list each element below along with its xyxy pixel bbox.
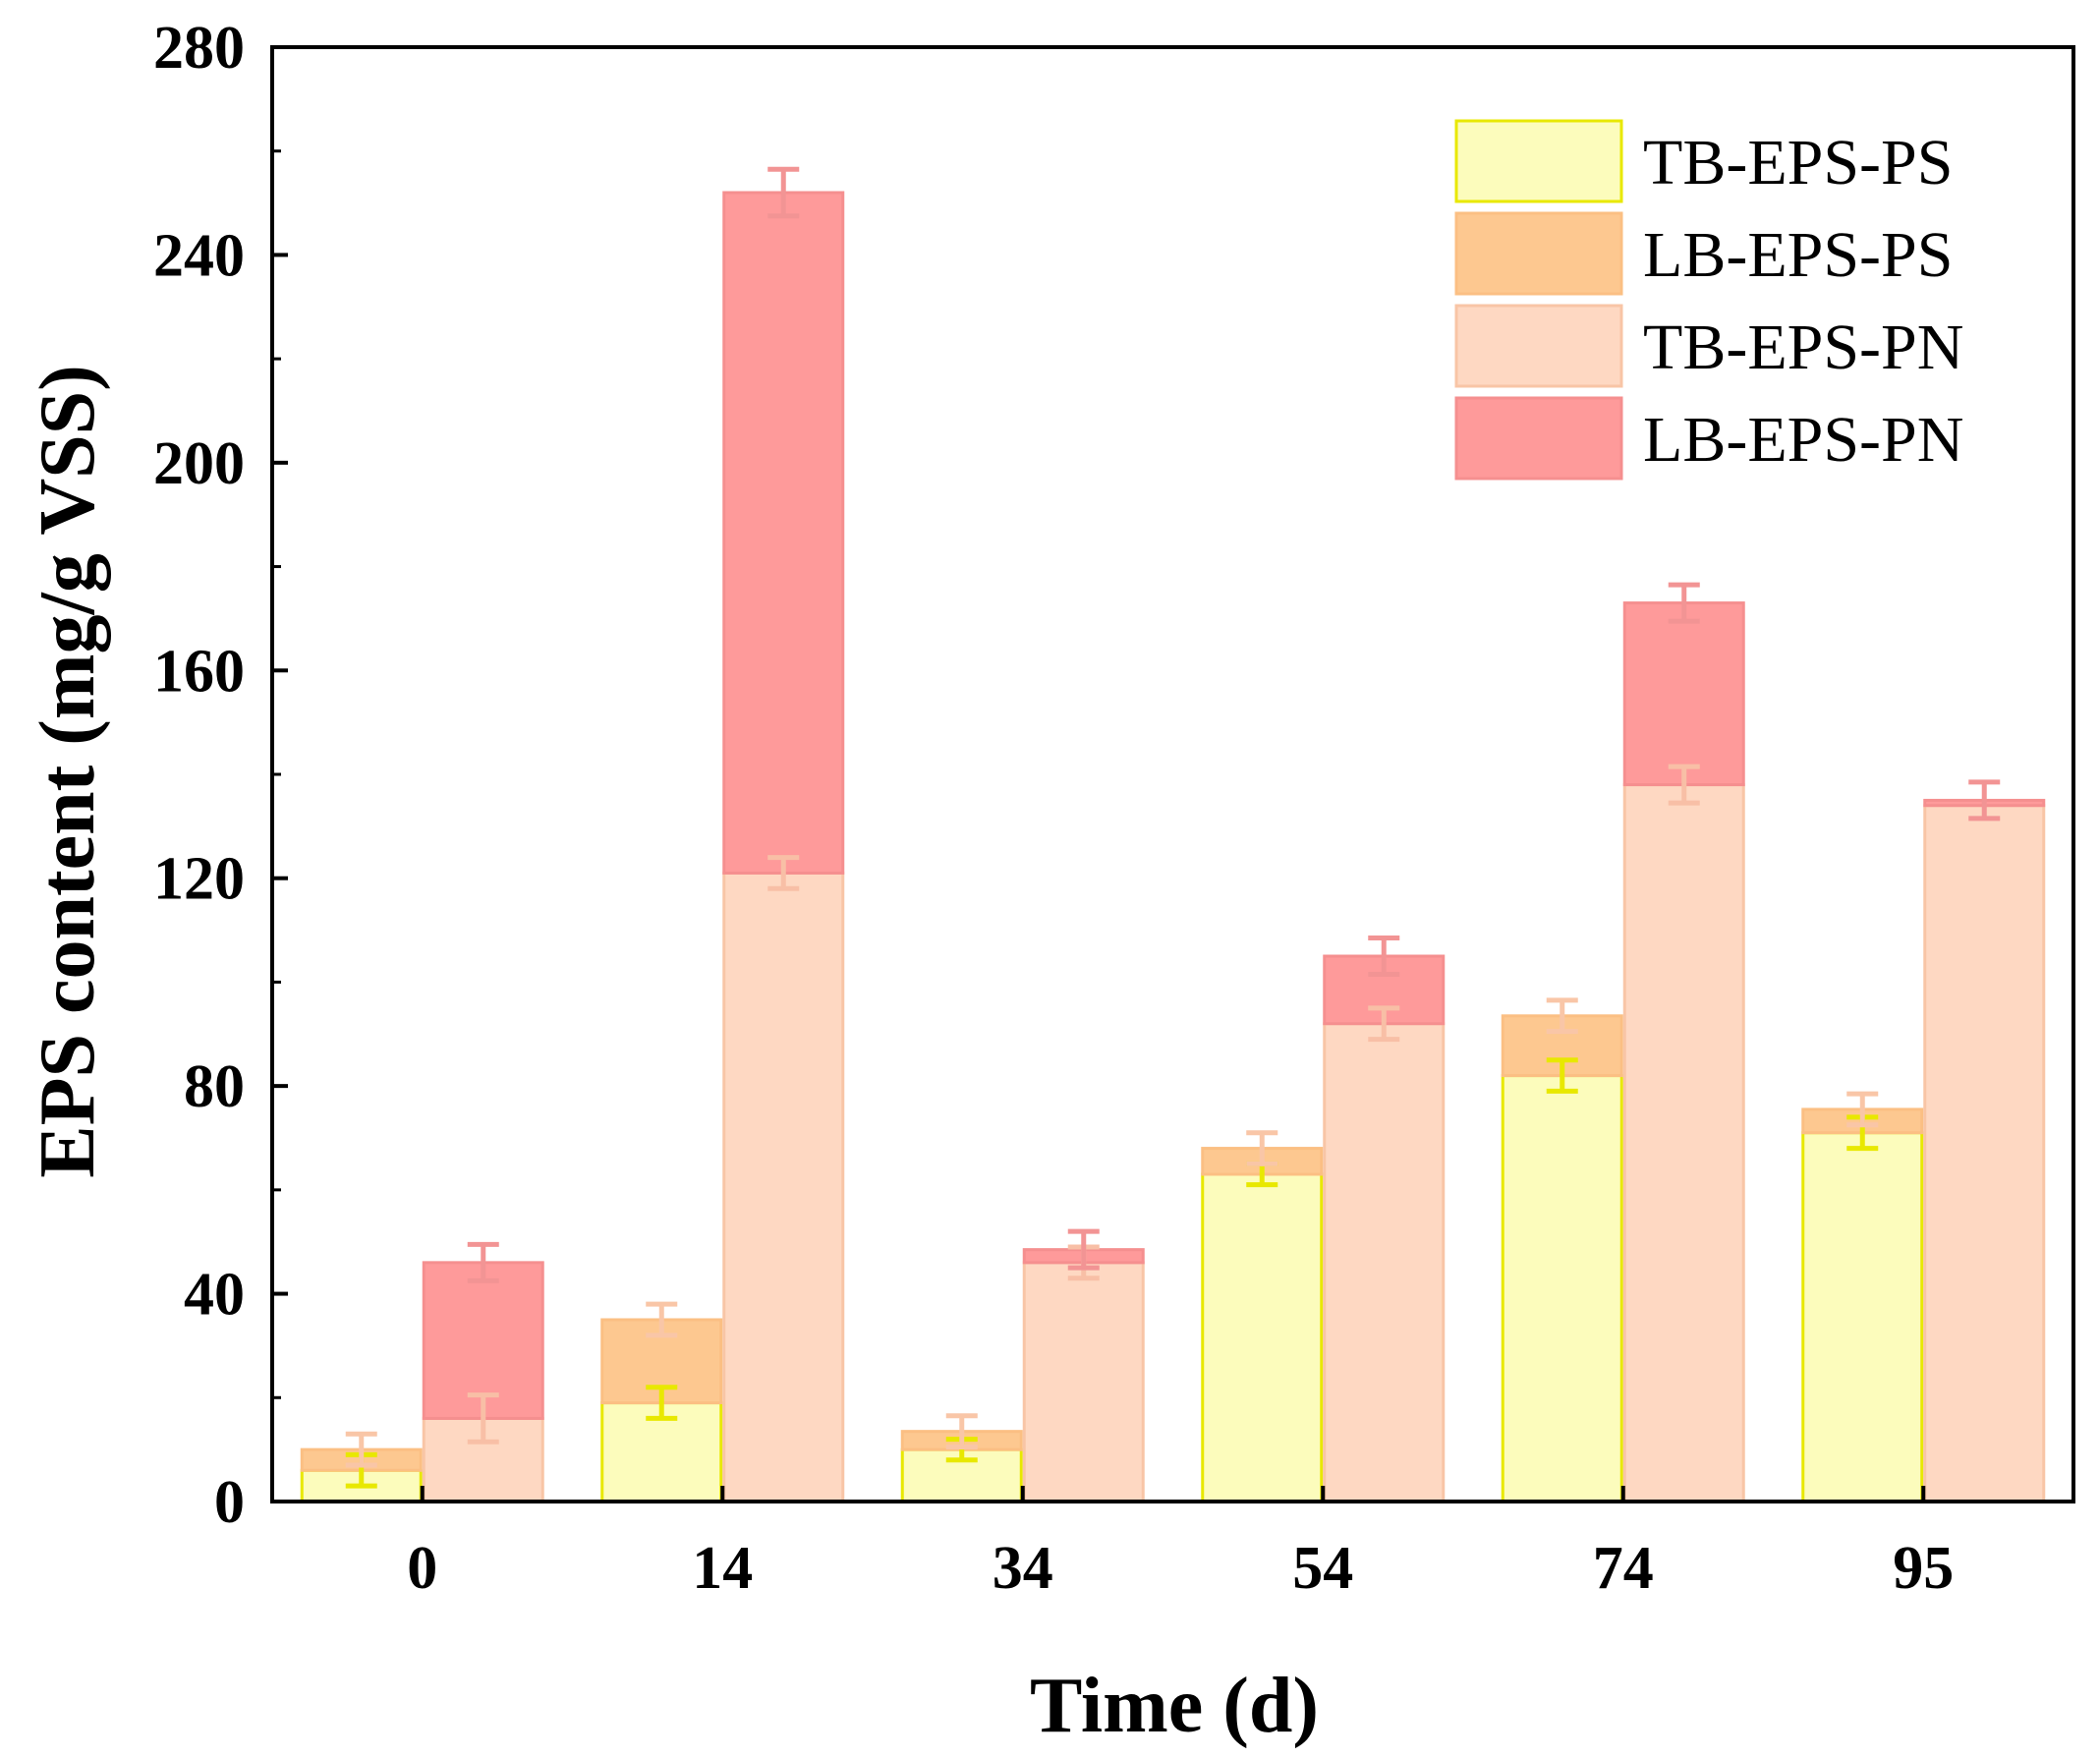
legend: TB-EPS-PS LB-EPS-PS TB-EPS-PN LB-EPS-PN — [1454, 119, 1963, 481]
error-bar-lb-eps-ps-day-74 — [1546, 997, 1578, 1035]
y-tick-label: 120 — [153, 846, 245, 913]
error-bar-tb-eps-pn-day-0 — [467, 1392, 499, 1445]
error-bar-lb-eps-pn-day-74 — [1668, 582, 1700, 624]
x-axis-title: Time (d) — [1030, 1663, 1319, 1749]
x-tick-label-day-14: 14 — [692, 1535, 753, 1602]
error-bar-lb-eps-ps-day-0 — [345, 1431, 377, 1468]
legend-swatch — [1454, 211, 1623, 296]
error-bar-lb-eps-ps-day-34 — [945, 1413, 978, 1449]
error-bar-lb-eps-pn-day-0 — [467, 1241, 499, 1283]
legend-swatch — [1454, 304, 1623, 388]
legend-label: TB-EPS-PN — [1643, 312, 1963, 383]
bars-layer — [300, 166, 2046, 1503]
axes-layer: 0 40 80 120 160 200 240 280 0 14 34 54 74 95 — [153, 15, 2075, 1602]
legend-swatch — [1454, 396, 1623, 481]
bar-tb-eps-pn-day-14 — [722, 871, 845, 1503]
bar-tb-eps-pn-day-54 — [1323, 1022, 1446, 1503]
x-tick-label-day-0: 0 — [407, 1535, 437, 1602]
legend-swatch — [1454, 119, 1623, 203]
legend-item-lb-eps-ps: LB-EPS-PS — [1454, 211, 1953, 296]
legend-item-tb-eps-pn: TB-EPS-PN — [1454, 304, 1963, 388]
bar-lb-eps-pn-day-0 — [422, 1261, 544, 1420]
error-bar-tb-eps-ps-day-74 — [1546, 1057, 1578, 1094]
legend-label: TB-EPS-PS — [1643, 127, 1953, 198]
y-axis-title: EPS content (mg/g VSS) — [25, 365, 111, 1177]
error-bar-tb-eps-pn-day-54 — [1368, 1005, 1400, 1043]
y-tick-label: 0 — [214, 1469, 245, 1536]
error-bar-tb-eps-ps-day-14 — [646, 1385, 678, 1421]
y-tick-label: 40 — [184, 1262, 245, 1329]
error-bar-lb-eps-ps-day-95 — [1846, 1091, 1879, 1128]
error-bar-lb-eps-pn-day-34 — [1067, 1228, 1100, 1271]
error-bar-lb-eps-pn-day-54 — [1368, 936, 1400, 977]
error-bar-lb-eps-pn-day-14 — [767, 166, 800, 219]
legend-item-tb-eps-ps: TB-EPS-PS — [1454, 119, 1953, 203]
bar-tb-eps-pn-day-34 — [1022, 1261, 1145, 1503]
y-tick-label: 280 — [153, 15, 245, 82]
error-bar-tb-eps-pn-day-74 — [1668, 764, 1700, 806]
x-tick-label-day-95: 95 — [1893, 1535, 1954, 1602]
bar-lb-eps-pn-day-74 — [1622, 601, 1745, 787]
x-tick-label-day-74: 74 — [1593, 1535, 1654, 1602]
error-bar-lb-eps-pn-day-95 — [1968, 779, 2001, 822]
y-tick-label: 240 — [153, 222, 245, 289]
bar-tb-eps-ps-day-54 — [1201, 1172, 1324, 1503]
x-tick-label-day-54: 54 — [1292, 1535, 1353, 1602]
bar-tb-eps-ps-day-74 — [1501, 1074, 1623, 1503]
y-tick-label: 200 — [153, 430, 245, 497]
y-tick-label: 160 — [153, 638, 245, 705]
error-bar-lb-eps-ps-day-54 — [1246, 1130, 1278, 1166]
bar-tb-eps-ps-day-95 — [1801, 1131, 1924, 1503]
legend-item-lb-eps-pn: LB-EPS-PN — [1454, 396, 1963, 481]
bar-tb-eps-pn-day-95 — [1923, 804, 2046, 1503]
bar-tb-eps-pn-day-74 — [1622, 783, 1745, 1503]
error-bar-lb-eps-ps-day-14 — [646, 1301, 678, 1338]
bar-lb-eps-pn-day-14 — [722, 191, 845, 875]
x-tick-label-day-34: 34 — [993, 1535, 1053, 1602]
legend-label: LB-EPS-PN — [1643, 404, 1963, 476]
y-tick-label: 80 — [184, 1053, 245, 1120]
error-bar-tb-eps-pn-day-14 — [767, 855, 800, 891]
legend-label: LB-EPS-PS — [1643, 219, 1953, 291]
